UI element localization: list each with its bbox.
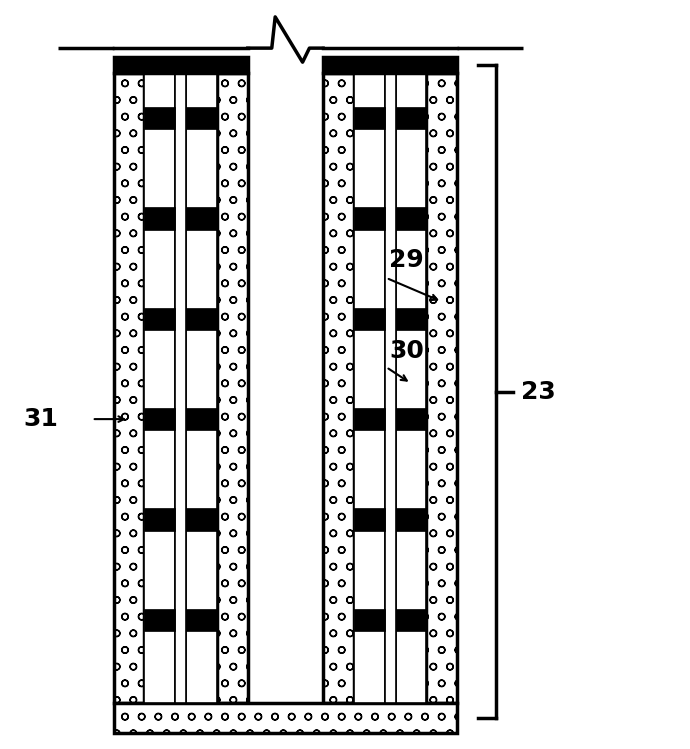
Bar (144, 408, 175, 430)
Text: 30: 30 (389, 339, 424, 363)
Bar (395, 207, 426, 229)
Bar (395, 107, 426, 129)
Bar (114, 73, 144, 703)
Bar (144, 107, 175, 129)
Bar (114, 73, 144, 703)
Bar (144, 73, 175, 703)
Bar (354, 107, 385, 129)
Bar (395, 609, 426, 631)
Bar (395, 509, 426, 530)
Bar (144, 609, 175, 631)
Bar (186, 509, 217, 530)
Bar (323, 57, 457, 73)
Bar (186, 408, 217, 430)
Bar (354, 609, 385, 631)
Bar (114, 703, 457, 733)
Bar (144, 509, 175, 530)
Bar (186, 609, 217, 631)
Text: 23: 23 (521, 380, 555, 404)
Bar (114, 703, 457, 733)
Bar (385, 73, 395, 703)
Bar (323, 73, 354, 703)
Text: 29: 29 (389, 248, 424, 272)
Bar (354, 408, 385, 430)
Text: 31: 31 (23, 407, 58, 431)
Bar (175, 73, 186, 703)
Bar (354, 509, 385, 530)
Bar (186, 107, 217, 129)
Bar (144, 308, 175, 330)
Bar (186, 73, 217, 703)
Bar (217, 73, 248, 703)
Bar (395, 73, 426, 703)
Bar (217, 73, 248, 703)
Bar (426, 73, 457, 703)
Bar (354, 73, 385, 703)
Bar (144, 207, 175, 229)
Bar (323, 73, 354, 703)
Bar (186, 207, 217, 229)
Bar (395, 308, 426, 330)
Bar (395, 408, 426, 430)
Bar (114, 57, 248, 73)
Bar (354, 207, 385, 229)
Bar (186, 308, 217, 330)
Bar (354, 308, 385, 330)
Bar (426, 73, 457, 703)
